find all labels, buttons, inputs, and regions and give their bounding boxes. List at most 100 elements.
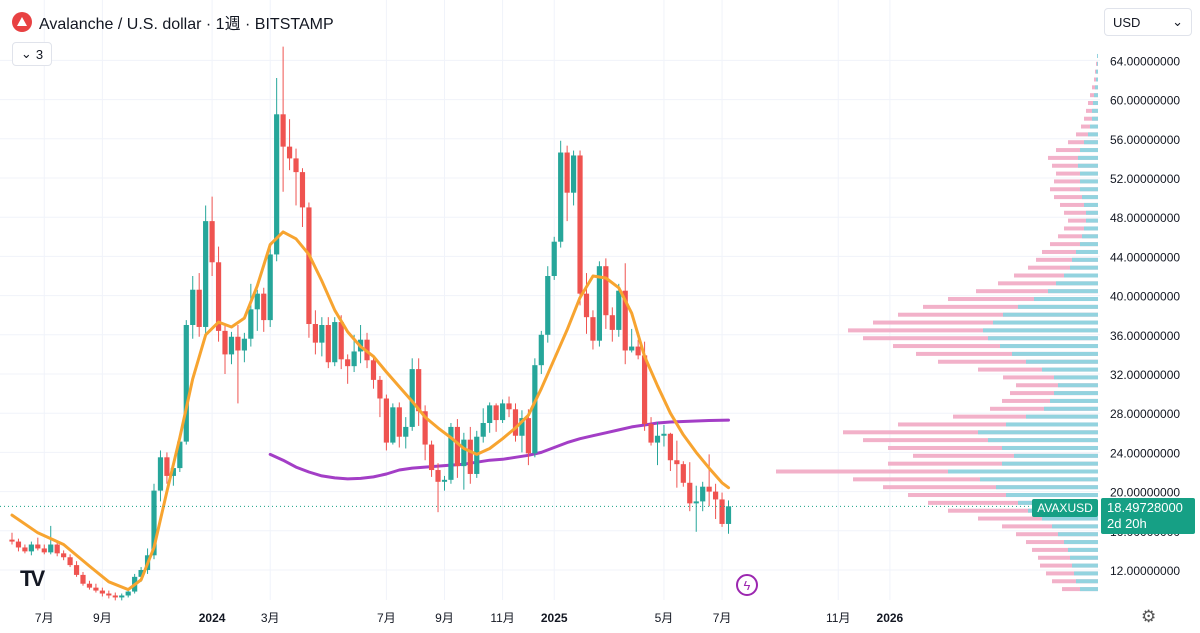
volume-profile-row-up — [980, 477, 1098, 482]
chart-header: Avalanche / U.S. dollar · 1週 · BITSTAMP — [12, 10, 334, 34]
candle-body — [435, 470, 441, 482]
candle-body — [61, 553, 67, 558]
candle-body — [151, 490, 157, 556]
candle-body — [325, 325, 331, 363]
volume-profile-row-up — [1058, 532, 1098, 537]
candle-body — [190, 289, 196, 325]
candle-body — [441, 479, 448, 482]
volume-profile-row-up — [1012, 351, 1098, 356]
volume-profile-row — [863, 438, 1098, 443]
candle-body — [409, 369, 415, 427]
volume-profile-row — [978, 516, 1098, 521]
candle-body — [125, 591, 131, 596]
volume-profile-row-up — [983, 328, 1098, 333]
candle-body — [448, 426, 454, 480]
candle-body — [170, 468, 176, 476]
x-tick-label: 7月 — [713, 611, 732, 625]
volume-profile-row-up — [1078, 155, 1098, 160]
candle-body — [609, 315, 615, 330]
candlestick-series — [9, 46, 732, 601]
volume-profile-row-up — [1096, 69, 1098, 74]
gear-icon[interactable]: ⚙ — [1141, 607, 1157, 626]
currency-select[interactable]: USD ⌄ — [1104, 8, 1192, 36]
volume-profile-row — [916, 351, 1098, 356]
volume-profile-row-up — [1074, 571, 1098, 576]
volume-profile-row — [1050, 187, 1098, 192]
candle-body — [203, 221, 209, 327]
volume-profile-row-up — [1078, 163, 1098, 168]
y-tick-label: 56.00000000 — [1110, 133, 1180, 147]
volume-profile-row — [1016, 383, 1098, 388]
candle-body — [454, 426, 460, 467]
indicator-toggle-button[interactable]: ⌄ 3 — [12, 42, 52, 66]
candle-body — [693, 501, 699, 504]
volume-profile-row — [1052, 579, 1098, 584]
volume-profile-row-up — [978, 430, 1098, 435]
candle-body — [351, 351, 357, 367]
volume-profile-row — [853, 477, 1098, 482]
current-price: 18.49728000 — [1107, 500, 1183, 515]
volume-profile-row — [948, 508, 1098, 513]
volume-profile-row — [976, 289, 1098, 294]
volume-profile-row-up — [1026, 359, 1098, 364]
volume-profile-row — [1064, 210, 1098, 215]
candle-body — [312, 324, 318, 343]
volume-profile-row — [938, 359, 1098, 364]
candle-body — [67, 557, 73, 566]
volume-profile-row-up — [1018, 304, 1098, 309]
chevron-down-icon: ⌄ — [20, 46, 32, 61]
candle-body — [512, 409, 519, 436]
volume-profile-row — [1036, 257, 1098, 262]
volume-profile-row — [898, 312, 1098, 317]
candle-body — [467, 439, 473, 474]
volume-profile-row — [1028, 265, 1098, 270]
ma-short-path — [10, 230, 730, 592]
candle-body — [15, 541, 22, 548]
lightning-icon[interactable]: ϟ — [736, 574, 758, 596]
volume-profile-row-up — [988, 438, 1098, 443]
ma-long-path — [268, 418, 730, 481]
volume-profile-row-up — [1002, 445, 1098, 450]
volume-profile-row-up — [1080, 242, 1098, 247]
candle-body — [254, 293, 260, 310]
volume-profile-row — [1058, 234, 1098, 239]
candle-body — [487, 405, 493, 423]
volume-profile-row-up — [1090, 124, 1098, 129]
x-tick-label: 9月 — [435, 611, 454, 625]
volume-profile-row — [888, 461, 1098, 466]
candle-body — [177, 441, 183, 469]
volume-profile-row — [1014, 273, 1098, 278]
volume-profile-row — [1056, 148, 1098, 153]
candle-body — [235, 336, 241, 351]
candle-body — [390, 407, 396, 443]
volume-profile-row-up — [1002, 461, 1098, 466]
y-tick-label: 44.00000000 — [1110, 250, 1180, 264]
candle-body — [80, 574, 86, 584]
candle-body — [9, 539, 15, 542]
volume-profile-row-up — [1084, 140, 1098, 145]
volume-profile-row-up — [1070, 555, 1098, 560]
candle-body — [248, 309, 254, 339]
volume-profile-row-up — [1006, 422, 1098, 427]
volume-profile-row-up — [1080, 187, 1098, 192]
volume-profile-row-up — [1094, 93, 1098, 98]
volume-profile-row-up — [996, 485, 1098, 490]
candle-body — [267, 254, 273, 321]
x-tick-label: 11月 — [490, 611, 514, 625]
volume-profile-row-up — [1097, 61, 1098, 66]
tradingview-logo-icon[interactable]: TV — [20, 566, 45, 591]
volume-profile-row-up — [1080, 179, 1098, 184]
candle-body — [93, 587, 99, 591]
candle-body — [222, 330, 228, 355]
candle-body — [648, 423, 654, 443]
y-tick-label: 32.00000000 — [1110, 368, 1180, 382]
volume-profile-row-up — [1095, 85, 1098, 90]
candle-body — [719, 499, 725, 524]
candle-body — [138, 570, 144, 577]
candle-body — [228, 336, 235, 355]
y-tick-label: 20.00000000 — [1110, 486, 1180, 500]
candle-body — [22, 547, 28, 552]
avalanche-logo-icon — [12, 12, 32, 32]
volume-profile-row — [1076, 132, 1098, 137]
